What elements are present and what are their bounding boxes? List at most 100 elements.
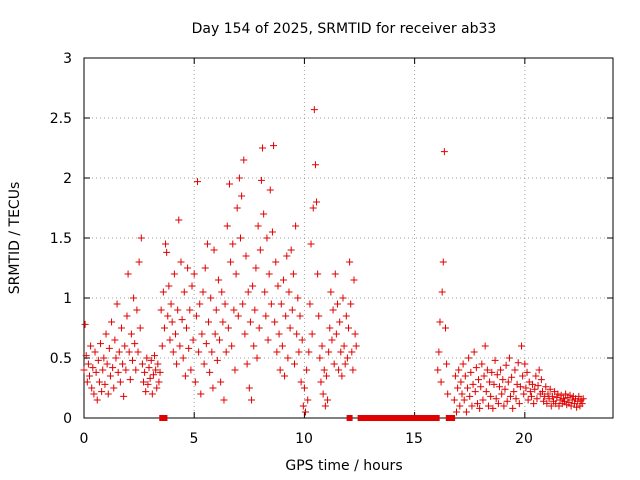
data-point-141 (235, 174, 243, 182)
zero-point-9 (377, 415, 384, 421)
data-point-198 (298, 336, 306, 344)
data-point-232 (336, 318, 344, 326)
zero-point-2 (346, 415, 353, 421)
data-point-114 (206, 368, 214, 376)
data-point-199 (299, 402, 307, 410)
data-point-297 (493, 371, 501, 379)
data-point-278 (472, 364, 480, 372)
data-point-129 (222, 348, 230, 356)
data-point-1 (81, 320, 89, 328)
data-point-306 (503, 397, 511, 405)
data-point-41 (125, 348, 133, 356)
data-point-250 (436, 318, 444, 326)
data-point-334 (534, 382, 542, 390)
zero-point-18 (407, 415, 414, 421)
data-point-27 (110, 384, 118, 392)
data-point-145 (240, 156, 248, 164)
data-point-11 (92, 368, 100, 376)
data-point-123 (216, 336, 224, 344)
data-point-5 (86, 372, 94, 380)
data-point-44 (128, 356, 136, 364)
data-point-77 (165, 282, 173, 290)
data-point-42 (126, 376, 134, 384)
data-point-52 (137, 234, 145, 242)
data-point-169 (266, 186, 274, 194)
data-point-258 (450, 396, 458, 404)
data-point-83 (171, 330, 179, 338)
data-point-235 (339, 294, 347, 302)
data-point-262 (455, 366, 463, 374)
data-point-302 (499, 376, 507, 384)
data-point-88 (177, 258, 185, 266)
data-point-206 (307, 240, 315, 248)
zero-point-23 (423, 415, 430, 421)
data-point-157 (253, 354, 261, 362)
data-point-375 (579, 395, 587, 403)
data-point-236 (340, 342, 348, 350)
data-point-268 (461, 372, 469, 380)
data-point-61 (147, 356, 155, 364)
data-point-190 (289, 270, 297, 278)
data-point-281 (476, 404, 484, 412)
data-point-228 (331, 270, 339, 278)
data-point-238 (342, 312, 350, 320)
data-point-284 (479, 396, 487, 404)
data-point-237 (341, 360, 349, 368)
data-point-98 (188, 282, 196, 290)
data-point-171 (268, 228, 276, 236)
data-point-213 (315, 312, 323, 320)
data-point-310 (508, 373, 516, 381)
data-point-84 (173, 360, 181, 368)
zero-point-16 (400, 415, 407, 421)
data-point-363 (566, 391, 574, 399)
data-point-124 (217, 378, 225, 386)
data-point-160 (256, 246, 264, 254)
x-tick-label-15: 15 (405, 431, 423, 447)
data-point-100 (190, 270, 198, 278)
data-point-295 (491, 356, 499, 364)
data-point-54 (140, 378, 148, 386)
x-tick-label-0: 0 (80, 431, 89, 447)
data-point-186 (285, 288, 293, 296)
zero-point-26 (433, 415, 440, 421)
data-point-253 (439, 258, 447, 266)
data-point-73 (160, 324, 168, 332)
data-point-272 (466, 392, 474, 400)
data-point-108 (199, 288, 207, 296)
data-point-142 (236, 234, 244, 242)
zero-point-13 (390, 415, 397, 421)
data-point-170 (267, 300, 275, 308)
data-point-208 (309, 204, 317, 212)
data-point-175 (273, 348, 281, 356)
data-point-168 (265, 270, 273, 278)
data-point-99 (189, 336, 197, 344)
data-point-104 (195, 348, 203, 356)
data-point-121 (213, 356, 221, 364)
data-point-187 (286, 324, 294, 332)
data-point-296 (492, 395, 500, 403)
data-point-90 (179, 354, 187, 362)
data-point-242 (347, 300, 355, 308)
zero-point-4 (360, 415, 367, 421)
data-point-91 (180, 288, 188, 296)
data-point-103 (194, 178, 202, 186)
data-point-64 (151, 352, 159, 360)
data-point-16 (98, 388, 106, 396)
data-point-34 (117, 324, 125, 332)
data-point-189 (288, 306, 296, 314)
y-axis-label: SRMTID / TECUs (7, 182, 23, 295)
data-point-194 (294, 294, 302, 302)
data-point-173 (271, 318, 279, 326)
data-point-153 (249, 282, 257, 290)
data-point-370 (574, 397, 582, 405)
data-point-320 (519, 372, 527, 380)
data-point-195 (295, 348, 303, 356)
y-tick-label-2: 2 (63, 171, 72, 187)
data-point-156 (252, 264, 260, 272)
data-point-120 (212, 306, 220, 314)
y-tick-label-0-5: 0.5 (50, 351, 72, 367)
data-point-218 (320, 366, 328, 374)
zero-point-19 (410, 415, 417, 421)
data-point-307 (504, 378, 512, 386)
data-point-181 (279, 276, 287, 284)
